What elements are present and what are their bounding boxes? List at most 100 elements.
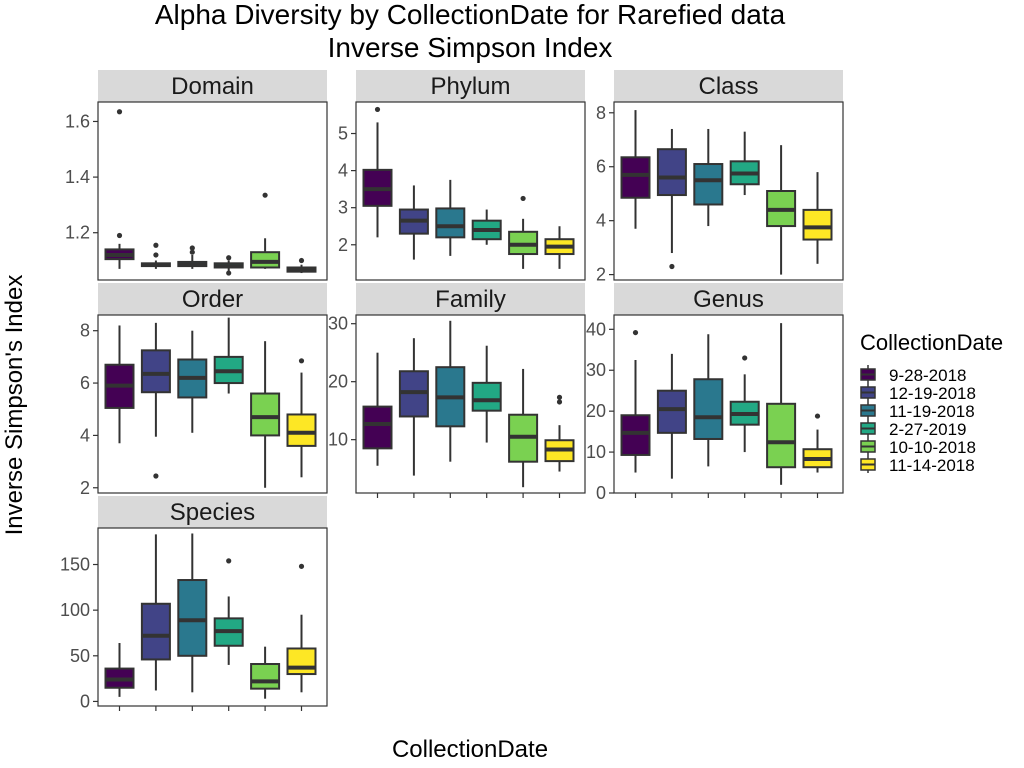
box-species-2: [140, 534, 171, 691]
box-iqr: [802, 208, 833, 241]
strip-label-domain: Domain: [171, 73, 254, 100]
y-tick-label: 1.6: [65, 111, 90, 131]
strip-order: [98, 283, 327, 315]
outlier-point: [632, 329, 639, 336]
chart-subtitle: Inverse Simpson Index: [328, 32, 613, 63]
box-domain-1: [104, 109, 135, 269]
box-iqr: [286, 413, 317, 447]
y-tick-label: 10: [328, 430, 348, 450]
outlier-point: [153, 252, 159, 258]
y-tick-label: 50: [70, 646, 90, 666]
box-phylum-5: [508, 195, 539, 269]
outlier-point: [116, 232, 123, 239]
y-tick-label: 8: [80, 321, 90, 341]
box-genus-3: [693, 334, 724, 467]
y-tick-label: 2: [596, 265, 606, 285]
box-phylum-2: [398, 185, 429, 260]
strip-label-species: Species: [170, 499, 255, 526]
box-genus-6: [802, 413, 833, 473]
box-domain-4: [213, 255, 244, 276]
y-tick-label: 20: [328, 372, 348, 392]
box-domain-5: [250, 192, 281, 269]
box-order-5: [250, 341, 281, 488]
strip-genus: [614, 283, 843, 315]
strip-label-family: Family: [435, 286, 506, 313]
legend-entry-1: 9-28-2018: [860, 365, 967, 385]
panel-phylum: Phylum 2 3 4 5: [338, 70, 586, 281]
legend-entry-3: 11-19-2018: [860, 401, 975, 421]
legend-entry-6: 11-14-2018: [860, 455, 975, 475]
box-iqr: [620, 156, 651, 199]
strip-species: [98, 496, 327, 528]
panel-species: Species 0 50 100 150: [60, 496, 328, 711]
box-iqr: [286, 647, 317, 676]
box-order-2: [140, 322, 171, 479]
outlier-point: [298, 563, 305, 569]
strip-family: [356, 283, 585, 315]
box-family-6: [544, 394, 575, 472]
y-tick-label: 8: [596, 103, 606, 123]
box-iqr: [656, 389, 687, 434]
box-genus-1: [620, 329, 651, 473]
outlier-point: [189, 249, 195, 255]
y-tick-label: 20: [586, 401, 606, 421]
legend-entry-5: 10-10-2018: [860, 437, 976, 457]
y-tick-label: 100: [60, 600, 90, 620]
box-family-2: [398, 338, 429, 476]
strip-domain: [98, 70, 327, 102]
outlier-point: [116, 109, 123, 115]
box-phylum-3: [435, 179, 466, 256]
legend: CollectionDate 9-28-201812-19-201811-19-…: [860, 330, 1003, 475]
outlier-point: [226, 558, 232, 564]
box-family-3: [435, 320, 466, 462]
y-tick-label: 0: [596, 483, 606, 503]
outlier-point: [556, 394, 563, 400]
strip-label-genus: Genus: [693, 286, 764, 313]
outlier-point: [189, 245, 195, 251]
outlier-point: [226, 270, 232, 276]
y-tick-label: 1.2: [65, 223, 90, 243]
y-tick-label: 2: [80, 478, 90, 498]
strip-label-order: Order: [182, 286, 243, 313]
box-species-5: [250, 646, 281, 699]
box-phylum-6: [544, 226, 575, 269]
panel-order: Order 2 4 6 8: [80, 283, 328, 498]
outlier-point: [814, 413, 821, 419]
box-iqr: [471, 381, 502, 412]
box-phylum-4: [471, 209, 502, 245]
box-species-1: [104, 643, 135, 697]
box-order-6: [286, 358, 317, 478]
outlier-point: [374, 106, 381, 113]
outlier-point: [226, 255, 232, 261]
box-class-2: [656, 128, 687, 270]
outlier-point: [153, 242, 159, 248]
box-class-1: [620, 110, 651, 229]
box-iqr: [140, 602, 171, 661]
strip-class: [614, 70, 843, 102]
box-phylum-1: [362, 106, 393, 238]
box-order-1: [104, 325, 135, 444]
chart-title: Alpha Diversity by CollectionDate for Ra…: [155, 0, 786, 30]
strip-label-phylum: Phylum: [430, 73, 510, 100]
box-iqr: [435, 207, 466, 239]
legend-label: 12-19-2018: [889, 384, 976, 403]
box-order-4: [213, 317, 244, 394]
box-genus-4: [729, 355, 760, 453]
box-domain-3: [177, 245, 208, 269]
box-class-4: [729, 131, 760, 196]
outlier-point: [262, 192, 268, 198]
panel-border-phylum: [355, 101, 586, 281]
y-tick-label: 6: [80, 373, 90, 393]
box-order-3: [177, 330, 208, 433]
box-species-4: [213, 558, 244, 665]
y-tick-label: 5: [338, 124, 348, 144]
y-axis-title: Inverse Simpson's Index: [1, 275, 28, 536]
panel-domain: Domain 1.2 1.4 1.6: [65, 70, 328, 281]
box-iqr: [620, 414, 651, 456]
panel-border-genus: [613, 314, 844, 494]
box-iqr: [250, 251, 281, 269]
legend-entry-4: 2-27-2019: [860, 419, 967, 439]
box-family-5: [508, 368, 539, 488]
y-tick-label: 10: [586, 442, 606, 462]
